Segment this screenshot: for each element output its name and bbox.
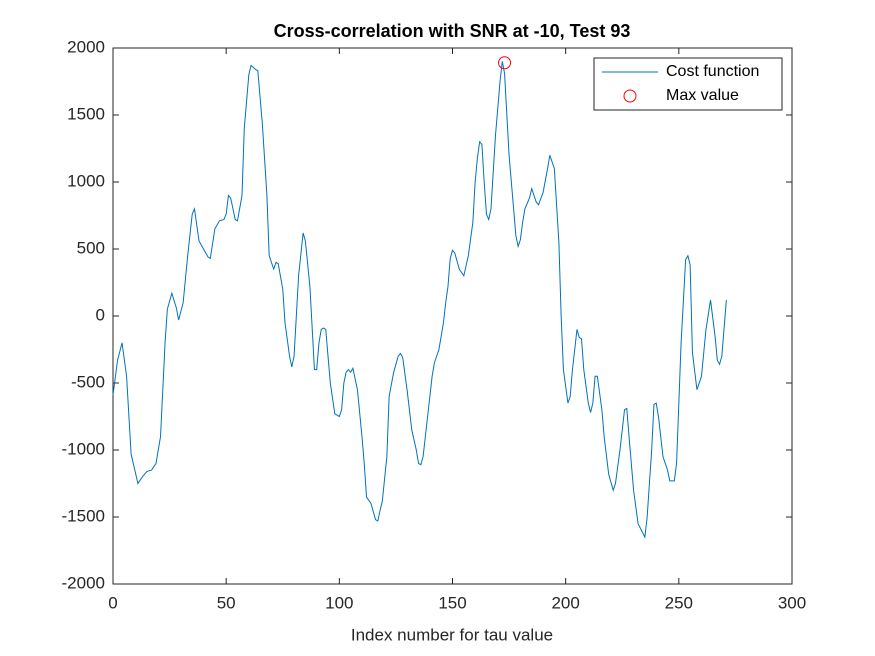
x-tick-label: 200: [551, 593, 579, 612]
y-tick-label: -1500: [62, 506, 105, 525]
y-tick-label: 500: [77, 238, 105, 257]
max-marker: [498, 56, 512, 70]
x-tick-label: 50: [217, 593, 236, 612]
x-tick-label: 100: [325, 593, 353, 612]
x-tick-label: 0: [108, 593, 117, 612]
chart-title: Cross-correlation with SNR at -10, Test …: [274, 21, 631, 41]
line-series: [112, 61, 727, 539]
x-axis-label: Index number for tau value: [351, 625, 553, 644]
legend-label: Max value: [666, 87, 739, 104]
x-tick-label: 150: [438, 593, 466, 612]
y-tick-label: -2000: [62, 573, 105, 592]
y-tick-label: -500: [71, 372, 105, 391]
x-tick-label: 250: [665, 593, 693, 612]
legend-swatch: [623, 89, 637, 103]
y-tick-label: 0: [96, 305, 105, 324]
y-tick-label: -1000: [62, 439, 105, 458]
plot-area: [112, 47, 793, 585]
y-tick-label: 2000: [67, 37, 105, 56]
y-tick-label: 1000: [67, 171, 105, 190]
legend-box: [593, 57, 783, 111]
legend: Cost function Max value: [593, 57, 783, 111]
legend-label: Cost function: [666, 63, 759, 80]
y-tick-label: 1500: [67, 104, 105, 123]
x-tick-label: 300: [778, 593, 806, 612]
